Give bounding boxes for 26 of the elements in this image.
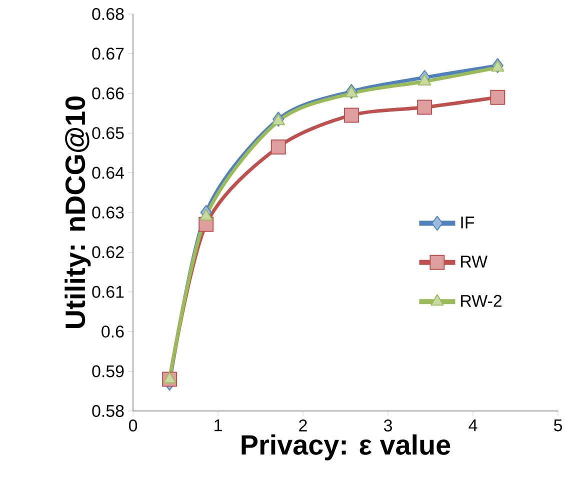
- point: [344, 108, 359, 123]
- y-tick-label: 0.66: [92, 87, 124, 100]
- x-tick-label: 1: [214, 420, 222, 432]
- y-tick-label: 0.64: [92, 166, 124, 179]
- x-tick-label: 0: [128, 420, 138, 432]
- x-axis-title: Privacy: ε value: [242, 434, 450, 460]
- y-tick-label: 0.58: [92, 404, 124, 417]
- y-tick-label: 0.63: [92, 206, 124, 218]
- y-tick-label: 0.61: [92, 286, 124, 298]
- x-tick-label: 5: [554, 420, 562, 432]
- y-tick-label: 0.62: [92, 246, 124, 258]
- x-tick-label: 2: [299, 420, 307, 432]
- point: [417, 100, 432, 115]
- y-tick-label: 0.6: [102, 326, 124, 338]
- legend-label: IF: [461, 216, 474, 228]
- point: [490, 90, 506, 105]
- legend-label: RW-2: [461, 294, 502, 307]
- y-axis-title: Utility: nDCG@10: [64, 96, 91, 328]
- point: [270, 139, 286, 154]
- legend-label: RW: [461, 256, 488, 268]
- y-tick-label: 0.67: [92, 48, 124, 60]
- y-tick-label: 0.68: [92, 8, 124, 20]
- y-tick-label: 0.59: [92, 365, 124, 378]
- y-tick-label: 0.65: [92, 127, 124, 140]
- x-tick-label: 3: [384, 420, 392, 432]
- x-tick-label: 4: [468, 420, 478, 432]
